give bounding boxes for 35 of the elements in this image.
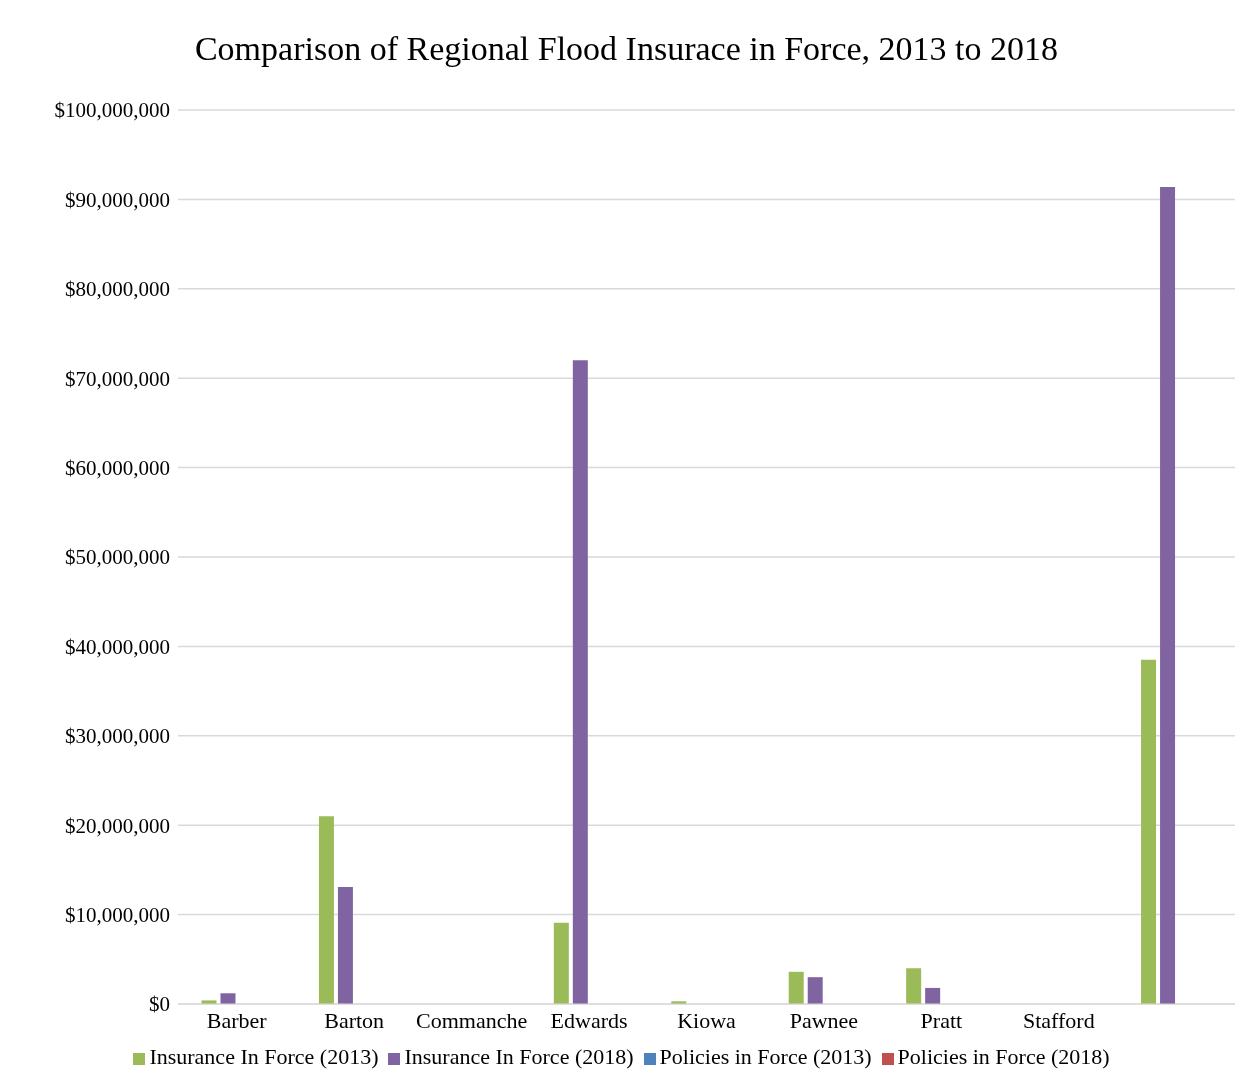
y-tick-label: $20,000,000 (65, 813, 170, 838)
legend-label: Policies in Force (2018) (897, 1044, 1110, 1069)
chart-title: Comparison of Regional Flood Insurace in Force, 2013 to 2018 (193, 29, 1060, 69)
bar (553, 922, 569, 1004)
bar (1160, 186, 1176, 1004)
bar (807, 977, 823, 1004)
y-tick-label: $0 (149, 992, 170, 1017)
x-tick-label: Pratt (920, 1007, 963, 1033)
legend-label: Policies in Force (2013) (659, 1044, 872, 1069)
bar (220, 993, 236, 1004)
bar (318, 816, 334, 1004)
y-tick-label: $80,000,000 (65, 277, 170, 302)
bar (572, 360, 588, 1004)
legend-label: Insurance In Force (2018) (404, 1044, 634, 1069)
x-tick-label: Barber (206, 1007, 268, 1033)
legend-label: Insurance In Force (2013) (149, 1044, 379, 1069)
x-tick-label: Edwards (550, 1007, 628, 1033)
y-tick-label: $10,000,000 (65, 903, 170, 928)
x-tick-label: Kiowa (677, 1007, 737, 1033)
x-tick-label: Pawnee (789, 1007, 859, 1033)
x-tick-label: Commanche (416, 1007, 528, 1033)
x-tick-label: Stafford (1022, 1007, 1095, 1033)
y-tick-label: $50,000,000 (65, 545, 170, 570)
y-tick-label: $40,000,000 (65, 634, 170, 659)
bar (337, 886, 353, 1004)
y-tick-label: $100,000,000 (54, 98, 170, 123)
y-tick-label: $60,000,000 (65, 456, 170, 481)
bar (906, 968, 922, 1004)
y-tick-label: $70,000,000 (65, 366, 170, 391)
bar (1141, 659, 1157, 1004)
bar (788, 971, 804, 1004)
x-tick-label: Barton (324, 1007, 385, 1033)
bar (925, 987, 941, 1004)
y-tick-label: $30,000,000 (65, 724, 170, 749)
y-tick-label: $90,000,000 (65, 187, 170, 212)
